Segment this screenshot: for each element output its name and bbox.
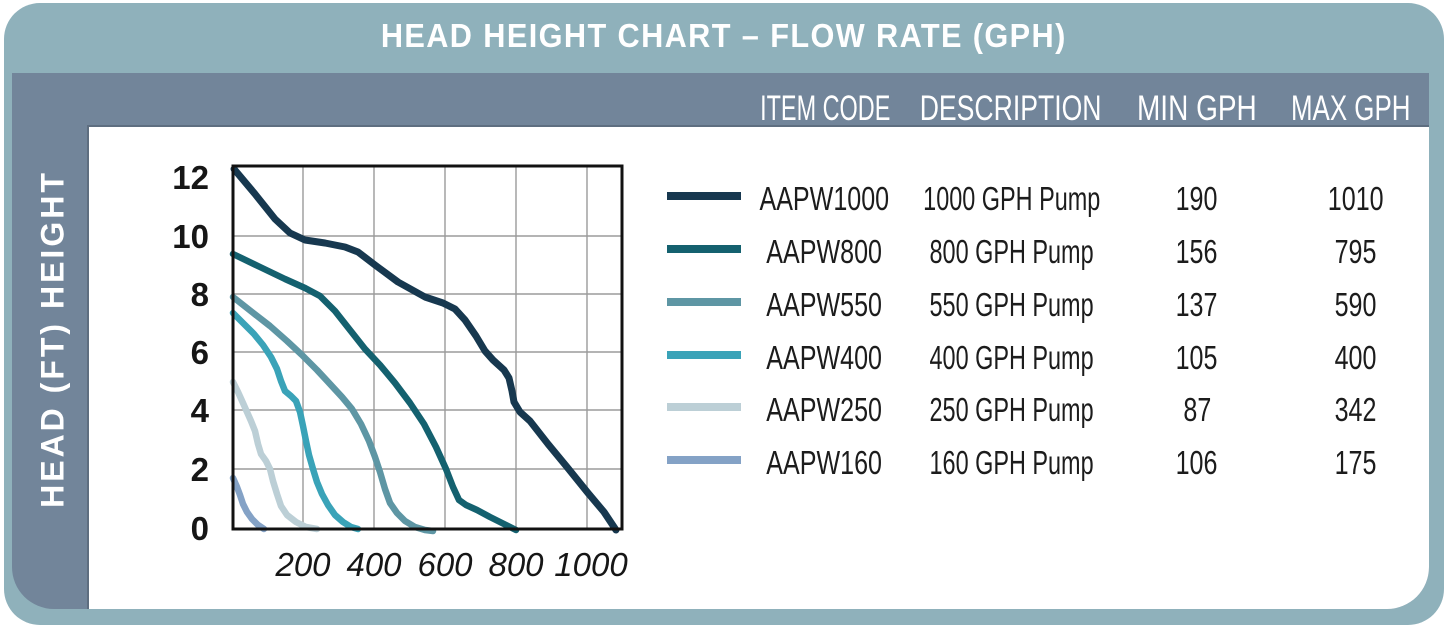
svg-text:600: 600	[417, 546, 473, 583]
svg-text:400: 400	[346, 546, 402, 583]
svg-text:8: 8	[191, 276, 209, 313]
svg-text:800: 800	[488, 546, 544, 583]
svg-text:6: 6	[191, 334, 209, 371]
svg-text:0: 0	[191, 510, 209, 547]
svg-text:4: 4	[191, 392, 210, 429]
svg-text:2: 2	[191, 451, 209, 488]
svg-text:200: 200	[274, 546, 331, 583]
svg-text:12: 12	[172, 159, 209, 196]
svg-text:1000: 1000	[554, 546, 628, 583]
svg-text:10: 10	[172, 218, 209, 255]
